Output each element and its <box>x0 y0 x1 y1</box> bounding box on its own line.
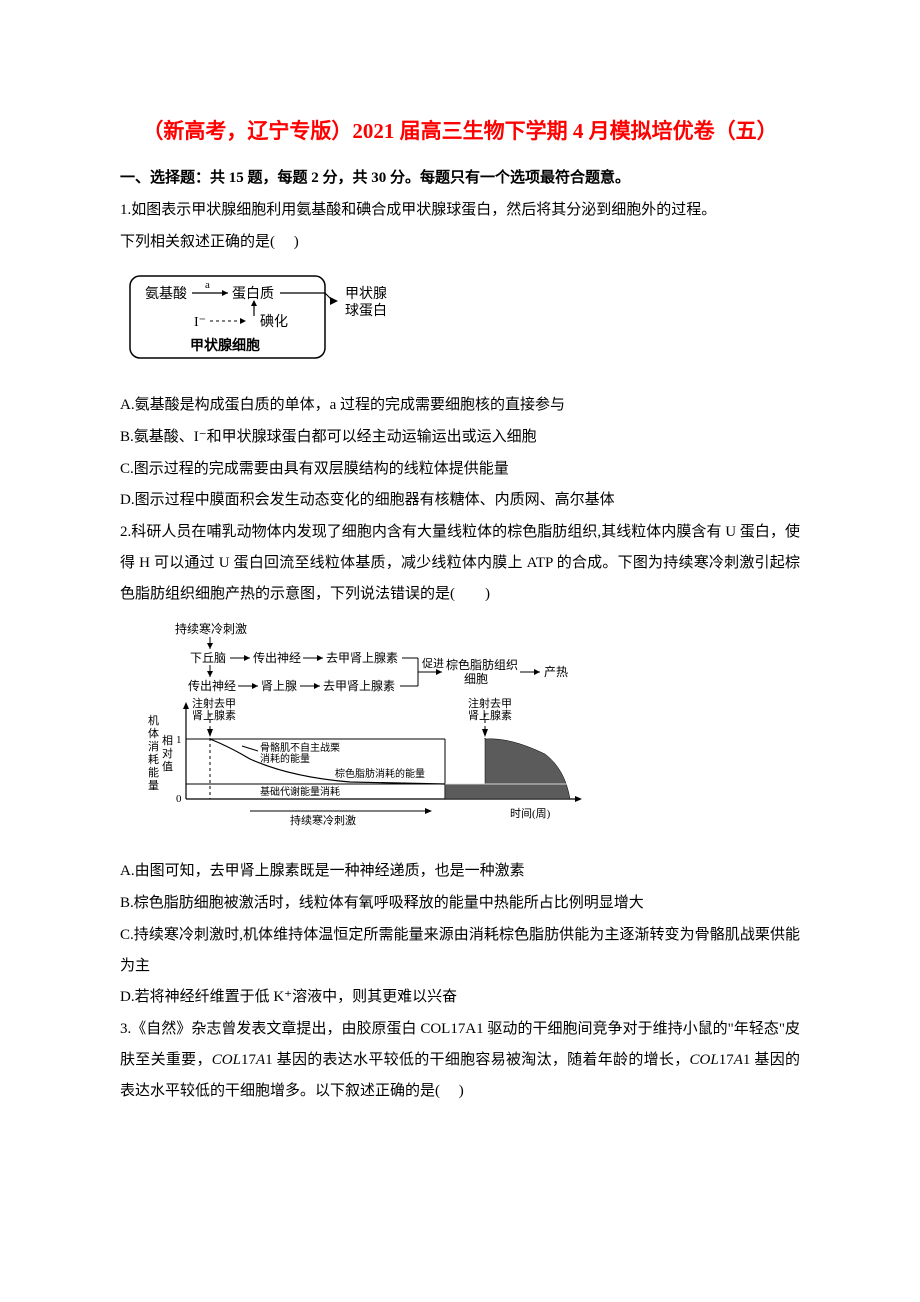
q1-option-b: B.氨基酸、I⁻和甲状腺球蛋白都可以经主动运输运出或运入细胞 <box>120 422 800 453</box>
lbl-muscle1: 骨骼肌不自主战栗 <box>260 741 340 754</box>
lbl-eff1: 传出神经 <box>253 650 301 665</box>
lbl-bat1: 棕色脂肪组织 <box>446 657 518 672</box>
inj2a: 注射去甲 <box>468 696 512 710</box>
lbl-bat2: 细胞 <box>464 672 488 686</box>
lbl-muscle2: 消耗的能量 <box>260 752 310 765</box>
lbl-hypo: 下丘脑 <box>190 651 226 665</box>
q2-option-d: D.若将神经纤维置于低 K⁺溶液中，则其更难以兴奋 <box>120 982 800 1013</box>
label-cell: 甲状腺细胞 <box>190 337 260 354</box>
arrow-out-head <box>330 297 338 305</box>
lbl-adrenal: 肾上腺 <box>261 679 297 693</box>
lbl-bat-energy: 棕色脂肪消耗的能量 <box>335 767 425 780</box>
lbl-cold: 持续寒冷刺激 <box>175 621 247 636</box>
ylab3: 消 <box>148 739 159 753</box>
q3-ital4: A <box>734 1052 743 1068</box>
q2-stem: 2.科研人员在哺乳动物体内发现了细胞内含有大量线粒体的棕色脂肪组织,其线粒体内膜… <box>120 517 800 609</box>
q1-stem-line1: 1.如图表示甲状腺细胞利用氨基酸和碘合成甲状腺球蛋白，然后将其分泌到细胞外的过程… <box>120 195 800 226</box>
q3-mid3: 17 <box>719 1052 734 1068</box>
lbl-ne1: 去甲肾上腺素 <box>326 651 398 665</box>
q1-figure: 氨基酸 a 蛋白质 I⁻ 碘化 甲状腺细胞 甲状腺 球蛋白 <box>120 268 800 378</box>
label-protein: 蛋白质 <box>232 286 274 302</box>
ylab2: 体 <box>148 726 159 740</box>
filled-area <box>445 739 570 799</box>
q2-option-c: C.持续寒冷刺激时,机体维持体温恒定所需能量来源由消耗棕色脂肪供能为主逐渐转变为… <box>120 920 800 982</box>
q3-ital3: COL <box>690 1052 719 1068</box>
q3-ital1: COL <box>212 1052 241 1068</box>
xaxis-label: 持续寒冷刺激 <box>290 813 356 827</box>
ylab5: 能 <box>148 765 159 779</box>
lbl-basal: 基础代谢能量消耗 <box>260 785 340 798</box>
ylab4: 耗 <box>148 753 159 766</box>
label-a: a <box>205 279 210 291</box>
label-iodination: 碘化 <box>260 314 288 330</box>
lbl-eff2: 传出神经 <box>188 678 236 693</box>
lbl-heat: 产热 <box>544 665 568 679</box>
q1-stem-line2: 下列相关叙述正确的是( ) <box>120 227 800 258</box>
ylab1: 机 <box>148 713 159 727</box>
q2-option-a: A.由图可知，去甲肾上腺素既是一种神经递质，也是一种激素 <box>120 856 800 887</box>
ysub3: 值 <box>162 760 173 773</box>
label-amino-acid: 氨基酸 <box>145 285 187 302</box>
arrow-out-bend <box>325 293 332 300</box>
ysub1: 相 <box>162 734 173 747</box>
xunit-label: 时间(周) <box>510 807 551 820</box>
label-iodide: I⁻ <box>194 315 206 330</box>
arrow-a-head <box>222 290 228 296</box>
q3-mid2: 1 基因的表达水平较低的干细胞容易被淘汰，随着年龄的增长， <box>265 1052 689 1068</box>
q3-ital2: A <box>256 1052 265 1068</box>
q3-mid1: 17 <box>241 1052 256 1068</box>
doc-title: （新高考，辽宁专版）2021 届高三生物下学期 4 月模拟培优卷（五） <box>120 115 800 149</box>
label-tg1: 甲状腺 <box>345 286 387 302</box>
inj2b: 肾上腺素 <box>468 708 512 722</box>
page-container: （新高考，辽宁专版）2021 届高三生物下学期 4 月模拟培优卷（五） 一、选择… <box>0 0 920 1168</box>
dash-arrow-head <box>240 318 246 324</box>
inj1a: 注射去甲 <box>192 696 236 710</box>
ytick0: 0 <box>176 793 182 805</box>
section-heading: 一、选择题：共 15 题，每题 2 分，共 30 分。每题只有一个选项最符合题意… <box>120 163 800 193</box>
ysub2: 对 <box>162 746 173 760</box>
lbl-ne2: 去甲肾上腺素 <box>323 679 395 693</box>
q2-option-b: B.棕色脂肪细胞被激活时，线粒体有氧呼吸释放的能量中热能所占比例明显增大 <box>120 888 800 919</box>
label-tg2: 球蛋白 <box>345 303 387 319</box>
q3-stem: 3.《自然》杂志曾发表文章提出，由胶原蛋白 COL17A1 驱动的干细胞间竞争对… <box>120 1014 800 1106</box>
q2-figure: 持续寒冷刺激 下丘脑 传出神经 去甲肾上腺素 传出神经 肾上腺 去甲肾上腺素 促… <box>120 619 800 844</box>
inj1b: 肾上腺素 <box>192 708 236 722</box>
q1-option-d: D.图示过程中膜面积会发生动态变化的细胞器有核糖体、内质网、高尔基体 <box>120 485 800 516</box>
q1-option-c: C.图示过程的完成需要由具有双层膜结构的线粒体提供能量 <box>120 454 800 485</box>
lbl-promote: 促进 <box>422 656 444 670</box>
q1-option-a: A.氨基酸是构成蛋白质的单体，a 过程的完成需要细胞核的直接参与 <box>120 390 800 421</box>
ytick1: 1 <box>176 734 182 746</box>
ylab6: 量 <box>148 779 159 792</box>
